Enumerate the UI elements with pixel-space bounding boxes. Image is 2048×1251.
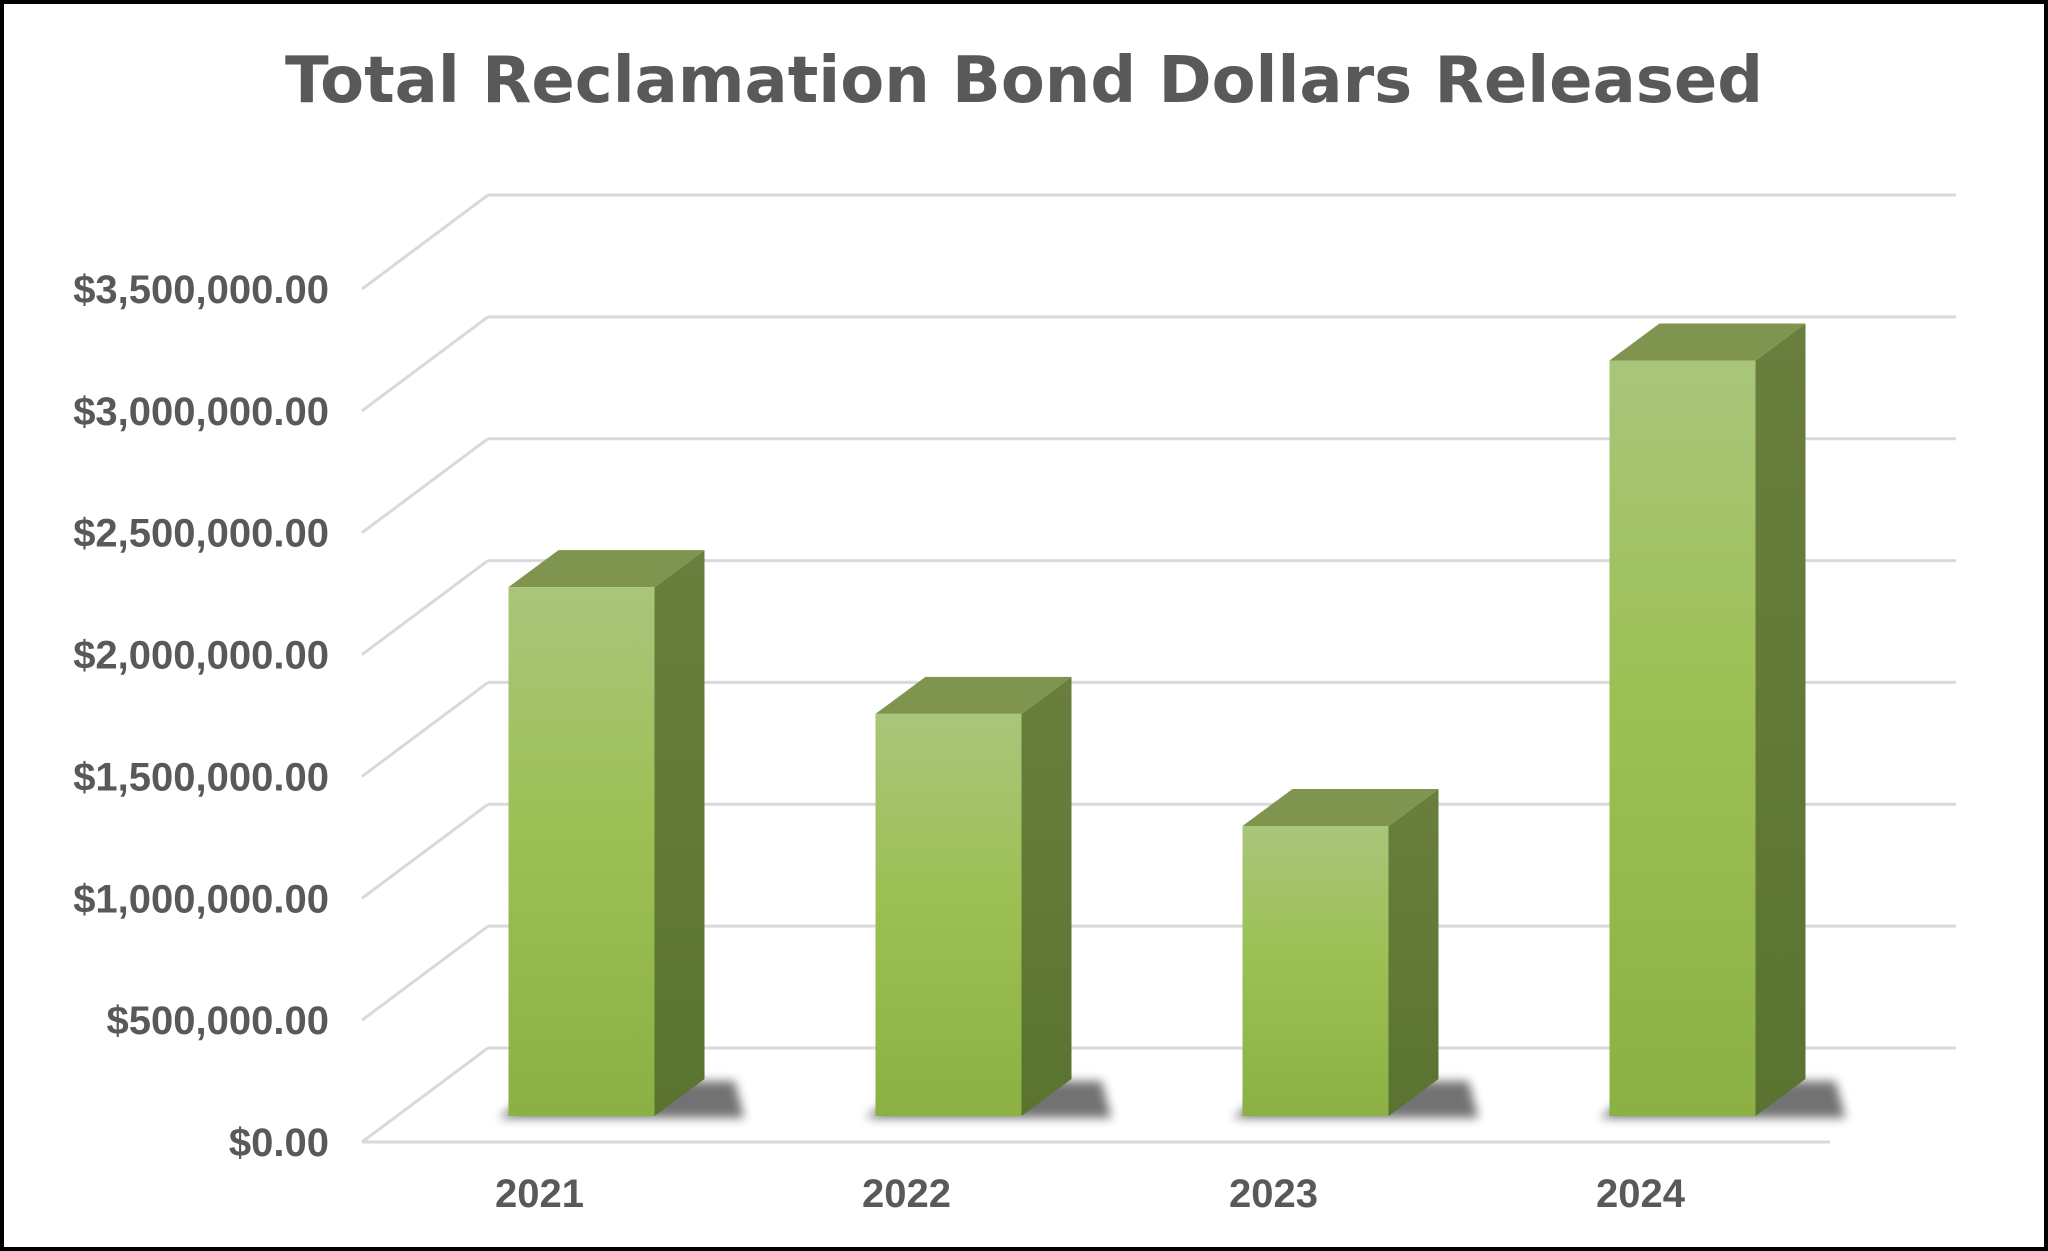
y-tick-label: $1,500,000.00 — [73, 755, 329, 799]
chart-title: Total Reclamation Bond Dollars Released — [284, 44, 1764, 118]
x-tick-label: 2022 — [862, 1172, 951, 1216]
y-axis-ticks: $0.00 $500,000.00 $1,000,000.00 $1,500,000.… — [73, 268, 329, 1165]
y-tick-label: $3,500,000.00 — [73, 268, 329, 312]
y-tick-label: $0.00 — [229, 1121, 329, 1165]
bar-2021 — [508, 587, 655, 1116]
bars — [508, 323, 1806, 1116]
y-tick-label: $2,000,000.00 — [73, 634, 329, 678]
bar-chart: $0.00 $500,000.00 $1,000,000.00 $1,500,000.… — [73, 193, 1956, 1216]
bar-side — [1755, 323, 1806, 1116]
gridline-side — [361, 559, 489, 656]
bar-side — [1021, 676, 1072, 1116]
y-tick-label: $1,000,000.00 — [73, 877, 329, 921]
bar-side — [1388, 788, 1439, 1116]
gridline-side — [361, 803, 489, 900]
bar-top — [875, 676, 1072, 714]
bar-2024 — [1609, 360, 1756, 1116]
y-tick-label: $3,000,000.00 — [73, 390, 329, 434]
gridline-side — [361, 681, 489, 778]
x-tick-label: 2024 — [1596, 1172, 1686, 1216]
y-tick-label: $500,000.00 — [107, 999, 329, 1043]
bar-top — [1242, 788, 1439, 826]
bar-top — [1609, 323, 1806, 361]
bar-top — [508, 550, 705, 588]
gridline-side — [361, 437, 489, 534]
gridline-side — [361, 924, 489, 1022]
bar-2023 — [1242, 825, 1389, 1116]
gridline-side — [361, 315, 489, 413]
x-tick-label: 2021 — [495, 1172, 584, 1216]
bar-2022 — [875, 713, 1022, 1116]
bar-side — [654, 550, 705, 1116]
y-tick-label: $2,500,000.00 — [73, 512, 329, 556]
x-tick-label: 2023 — [1229, 1172, 1318, 1216]
x-axis-ticks: 2021 2022 2023 2024 — [495, 1172, 1686, 1216]
gridline-side — [361, 1046, 489, 1144]
gridline-side — [361, 193, 489, 291]
